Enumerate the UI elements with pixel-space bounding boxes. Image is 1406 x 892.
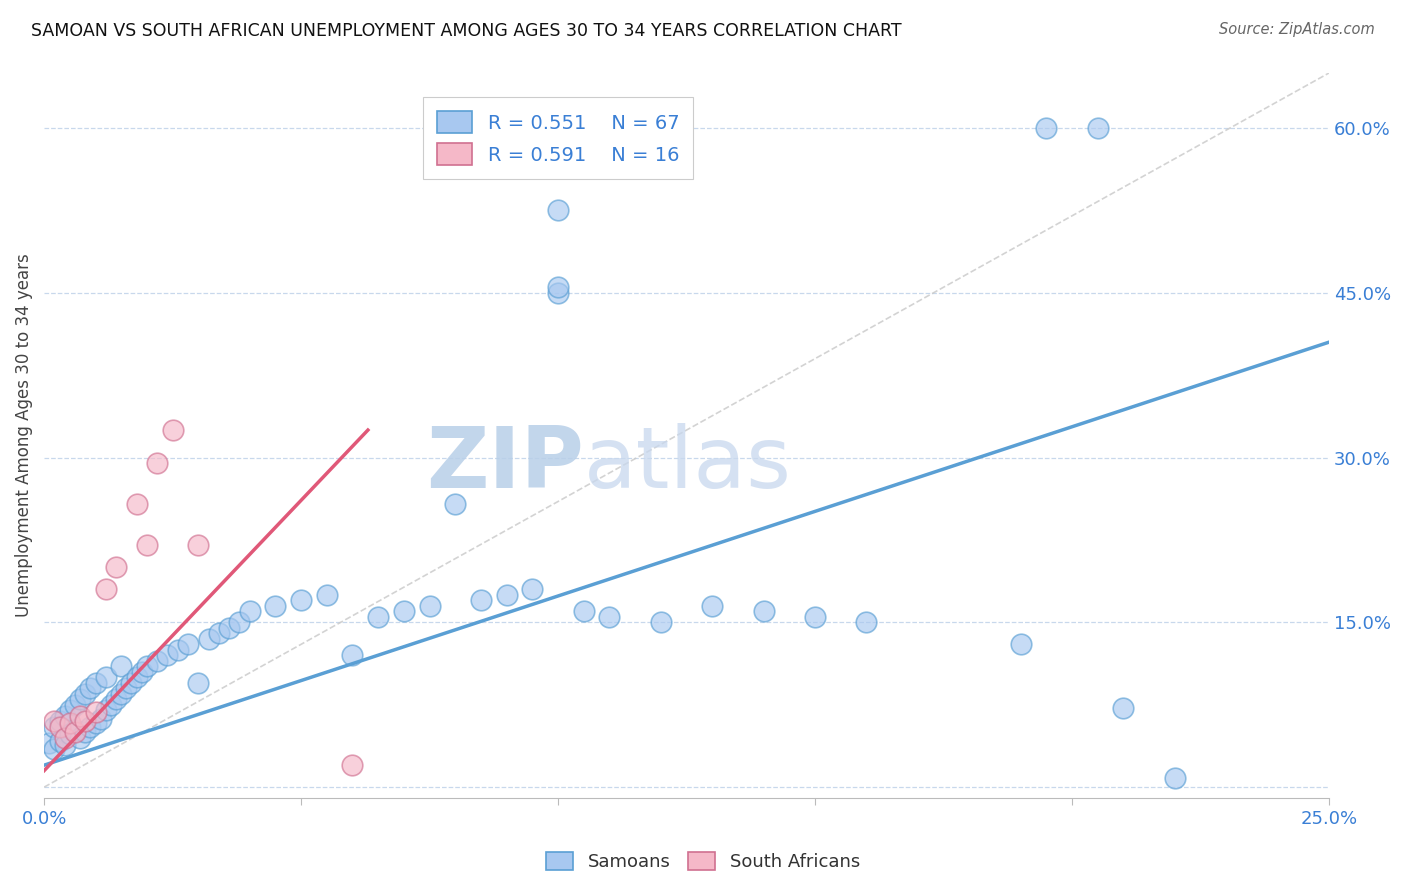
- Point: [100, 698, 122, 712]
- Point: [63, 698, 86, 712]
- Point: [1010, 637, 1032, 651]
- Point: [239, 604, 262, 618]
- Point: [84, 716, 107, 731]
- Point: [115, 681, 138, 696]
- Point: [146, 456, 169, 470]
- Point: [105, 560, 128, 574]
- Point: [495, 588, 517, 602]
- Point: [547, 203, 569, 218]
- Text: ZIP: ZIP: [426, 423, 583, 506]
- Y-axis label: Unemployment Among Ages 30 to 34 years: Unemployment Among Ages 30 to 34 years: [15, 253, 32, 617]
- Point: [156, 648, 179, 663]
- Point: [752, 604, 775, 618]
- Point: [44, 714, 66, 729]
- Point: [48, 720, 70, 734]
- Point: [1164, 772, 1187, 786]
- Point: [59, 703, 82, 717]
- Point: [84, 706, 107, 720]
- Point: [419, 599, 441, 613]
- Text: SAMOAN VS SOUTH AFRICAN UNEMPLOYMENT AMONG AGES 30 TO 34 YEARS CORRELATION CHART: SAMOAN VS SOUTH AFRICAN UNEMPLOYMENT AMO…: [31, 22, 901, 40]
- Point: [44, 741, 66, 756]
- Point: [69, 708, 91, 723]
- Point: [342, 648, 364, 663]
- Point: [702, 599, 724, 613]
- Point: [38, 736, 60, 750]
- Point: [177, 637, 200, 651]
- Point: [105, 692, 128, 706]
- Point: [598, 610, 620, 624]
- Point: [94, 670, 117, 684]
- Point: [125, 497, 148, 511]
- Point: [53, 739, 76, 753]
- Point: [1087, 120, 1109, 135]
- Point: [110, 659, 132, 673]
- Point: [53, 708, 76, 723]
- Point: [290, 593, 312, 607]
- Point: [135, 659, 157, 673]
- Point: [69, 692, 91, 706]
- Point: [187, 538, 209, 552]
- Legend: Samoans, South Africans: Samoans, South Africans: [538, 845, 868, 879]
- Legend: R = 0.551    N = 67, R = 0.591    N = 16: R = 0.551 N = 67, R = 0.591 N = 16: [423, 97, 693, 179]
- Point: [367, 610, 389, 624]
- Point: [315, 588, 337, 602]
- Point: [69, 731, 91, 745]
- Point: [48, 734, 70, 748]
- Point: [444, 497, 467, 511]
- Point: [90, 712, 112, 726]
- Point: [94, 582, 117, 597]
- Point: [59, 727, 82, 741]
- Point: [187, 675, 209, 690]
- Point: [470, 593, 492, 607]
- Point: [166, 642, 188, 657]
- Point: [59, 716, 82, 731]
- Point: [79, 681, 101, 696]
- Point: [855, 615, 877, 630]
- Point: [342, 758, 364, 772]
- Point: [572, 604, 595, 618]
- Point: [208, 626, 231, 640]
- Point: [197, 632, 219, 646]
- Point: [75, 725, 97, 739]
- Point: [75, 687, 97, 701]
- Point: [1112, 701, 1135, 715]
- Point: [94, 703, 117, 717]
- Point: [63, 723, 86, 737]
- Point: [650, 615, 672, 630]
- Point: [44, 720, 66, 734]
- Point: [804, 610, 827, 624]
- Point: [84, 675, 107, 690]
- Point: [131, 665, 153, 679]
- Point: [125, 670, 148, 684]
- Point: [162, 423, 184, 437]
- Point: [392, 604, 415, 618]
- Point: [146, 654, 169, 668]
- Point: [522, 582, 544, 597]
- Point: [264, 599, 287, 613]
- Text: Source: ZipAtlas.com: Source: ZipAtlas.com: [1219, 22, 1375, 37]
- Point: [75, 714, 97, 729]
- Point: [121, 675, 143, 690]
- Point: [53, 731, 76, 745]
- Point: [228, 615, 250, 630]
- Point: [218, 621, 240, 635]
- Point: [63, 725, 86, 739]
- Point: [547, 280, 569, 294]
- Point: [110, 687, 132, 701]
- Point: [1035, 120, 1057, 135]
- Point: [48, 714, 70, 729]
- Point: [135, 538, 157, 552]
- Point: [79, 720, 101, 734]
- Text: atlas: atlas: [583, 423, 792, 506]
- Point: [547, 285, 569, 300]
